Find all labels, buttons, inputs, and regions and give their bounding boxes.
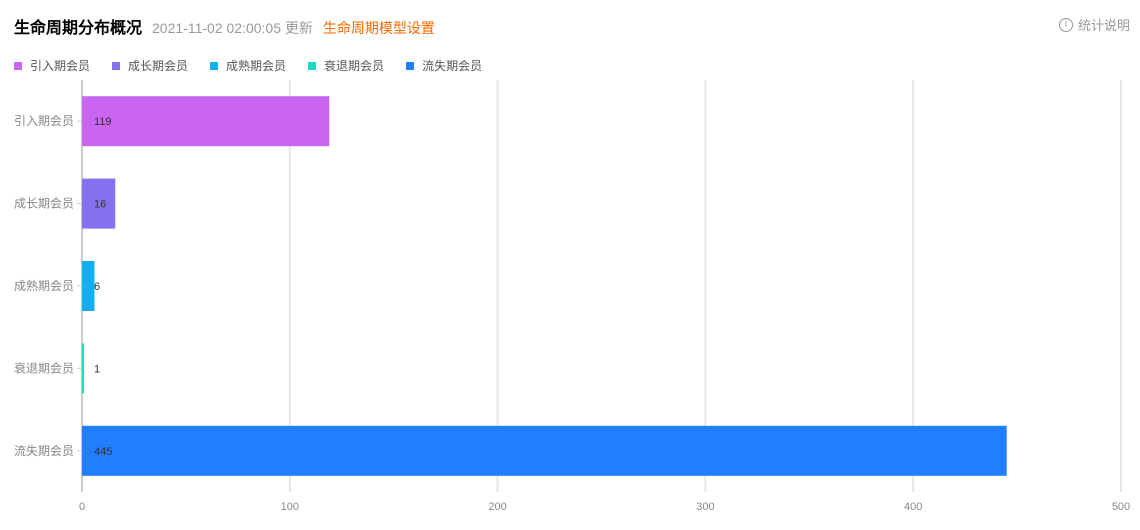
x-tick-label: 0 xyxy=(79,501,85,513)
stats-help-button[interactable]: i 统计说明 xyxy=(1058,15,1130,34)
legend-swatch xyxy=(308,61,317,70)
info-circle-icon: i xyxy=(1058,17,1073,32)
legend-item[interactable]: 流失期会员 xyxy=(406,57,482,74)
legend-swatch xyxy=(112,61,121,70)
x-tick-label: 100 xyxy=(281,501,299,513)
x-tick-label: 400 xyxy=(904,501,922,513)
legend-label: 衰退期会员 xyxy=(324,59,385,73)
legend-swatch xyxy=(14,61,22,70)
bar xyxy=(82,178,116,229)
bar-value-label: 119 xyxy=(94,116,112,128)
y-category-label: 流失期会员 xyxy=(14,443,74,458)
y-category-label: 成熟期会员 xyxy=(14,278,74,293)
legend-label: 引入期会员 xyxy=(30,59,91,73)
x-tick-label: 200 xyxy=(488,501,506,513)
y-category-label: 引入期会员 xyxy=(14,114,74,128)
x-tick-label: 500 xyxy=(1112,501,1130,513)
legend-item[interactable]: 引入期会员 xyxy=(14,57,90,74)
y-category-label: 衰退期会员 xyxy=(14,360,74,375)
legend-swatch xyxy=(210,61,219,70)
bar-value-label: 1 xyxy=(94,363,100,375)
legend-label: 成长期会员 xyxy=(128,59,189,73)
legend-item[interactable]: 成长期会员 xyxy=(112,57,188,74)
chart-legend: 引入期会员 成长期会员 成熟期会员 衰退期会员 流失期会员 xyxy=(14,57,482,74)
bar xyxy=(82,343,85,394)
header: 生命周期分布概况 2021-11-02 02:00:05 更新 生命周期模型设置 xyxy=(14,14,435,38)
legend-item[interactable]: 衰退期会员 xyxy=(308,57,384,74)
lifecycle-model-settings-link[interactable]: 生命周期模型设置 xyxy=(322,20,435,36)
bar-value-label: 16 xyxy=(94,199,106,211)
bar-value-label: 445 xyxy=(94,446,112,458)
legend-item[interactable]: 成熟期会员 xyxy=(210,57,286,74)
legend-label: 成熟期会员 xyxy=(226,59,287,73)
x-tick-label: 300 xyxy=(696,501,714,513)
y-category-label: 成长期会员 xyxy=(14,197,74,211)
stats-help-label: 统计说明 xyxy=(1077,18,1130,33)
update-timestamp: 2021-11-02 02:00:05 更新 xyxy=(152,20,313,36)
bar-value-label: 6 xyxy=(94,281,100,293)
page-title: 生命周期分布概况 xyxy=(14,20,143,37)
bar xyxy=(82,425,1007,476)
bar xyxy=(82,261,95,311)
legend-label: 流失期会员 xyxy=(422,59,483,73)
legend-swatch xyxy=(406,61,415,70)
bar xyxy=(82,96,330,147)
